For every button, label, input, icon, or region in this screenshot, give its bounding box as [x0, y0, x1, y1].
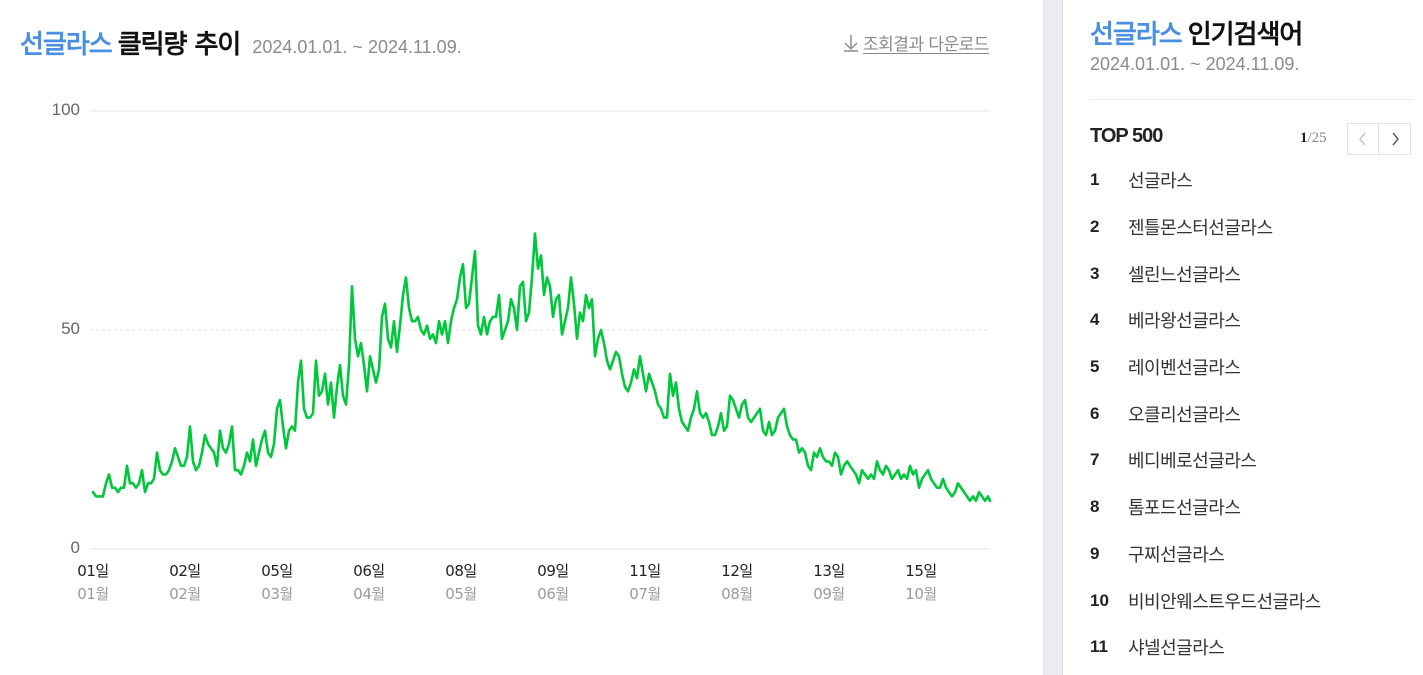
- y-tick-100: 100: [51, 100, 80, 119]
- keyword-rank: 5: [1090, 357, 1100, 377]
- keyword-name[interactable]: 베라왕선글라스: [1128, 311, 1241, 333]
- x-tick: 13일 09월: [799, 560, 859, 604]
- x-tick-day: 02일: [169, 562, 201, 580]
- x-tick-day: 05일: [261, 562, 293, 580]
- keyword-name[interactable]: 베디베로선글라스: [1128, 451, 1257, 473]
- popular-keywords-panel: 선글라스 인기검색어 2024.01.01. ~ 2024.11.09. TOP…: [1063, 0, 1423, 675]
- current-page: 1: [1300, 130, 1308, 146]
- keyword-rank: 10: [1090, 590, 1109, 610]
- line-chart: 100 50 0 01일 01월 02일 02월 05일 03월 06일 04월 08일 05월 0…: [51, 100, 992, 604]
- keyword-item[interactable]: 11 샤넬선글라스: [1090, 624, 1321, 671]
- keyword-item[interactable]: 9 구찌선글라스: [1090, 531, 1321, 578]
- x-tick: 15일 10월: [891, 560, 951, 604]
- x-tick-month: 10월: [905, 585, 937, 603]
- keyword-name[interactable]: 비비안웨스트우드선글라스: [1128, 591, 1321, 613]
- popular-title-text: 인기검색어: [1187, 20, 1304, 50]
- x-tick: 02일 02월: [155, 560, 215, 604]
- x-tick-month: 06월: [537, 585, 569, 603]
- keyword-rank: 8: [1090, 497, 1100, 517]
- keyword-name[interactable]: 선글라스: [1128, 171, 1193, 193]
- chart-canvas: [90, 110, 992, 550]
- keyword-name[interactable]: 구찌선글라스: [1128, 544, 1225, 566]
- popular-keywords-title: 선글라스 인기검색어: [1090, 14, 1304, 51]
- x-tick-day: 09일: [537, 562, 569, 580]
- y-tick-0: 0: [70, 538, 80, 557]
- chart-panel: 선글라스 클릭량 추이 2024.01.01. ~ 2024.11.09. 조회…: [20, 24, 992, 604]
- top-500-label: TOP 500: [1090, 125, 1163, 147]
- keyword-item[interactable]: 5 레이벤선글라스: [1090, 344, 1321, 391]
- keyword-name[interactable]: 샤넬선글라스: [1128, 638, 1225, 660]
- chevron-right-icon: [1391, 132, 1399, 146]
- keyword-item[interactable]: 1 선글라스: [1090, 157, 1321, 204]
- x-tick-month: 05월: [445, 585, 477, 603]
- download-label: 조회결과 다운로드: [862, 35, 990, 55]
- download-results-link[interactable]: 조회결과 다운로드: [843, 30, 990, 55]
- keyword-item[interactable]: 10 비비안웨스트우드선글라스: [1090, 577, 1321, 624]
- x-tick-month: 03월: [261, 585, 293, 603]
- keyword-name[interactable]: 셀린느선글라스: [1128, 264, 1241, 286]
- keyword-item[interactable]: 2 젠틀몬스터선글라스: [1090, 204, 1321, 251]
- keyword-rank: 7: [1090, 450, 1100, 470]
- keyword-list: 1 선글라스 2 젠틀몬스터선글라스 3 셀린느선글라스 4 베라왕선글라스 5 레이벤선…: [1090, 157, 1321, 671]
- keyword-rank: 2: [1090, 217, 1100, 237]
- x-tick-day: 15일: [905, 562, 937, 580]
- keyword-rank: 1: [1090, 170, 1100, 190]
- x-tick-day: 01일: [77, 562, 109, 580]
- chart-title: 선글라스 클릭량 추이 2024.01.01. ~ 2024.11.09.: [20, 24, 462, 60]
- keyword-item[interactable]: 7 베디베로선글라스: [1090, 437, 1321, 484]
- x-tick: 08일 05월: [431, 560, 491, 604]
- x-tick: 09일 06월: [523, 560, 583, 604]
- x-tick-month: 08월: [721, 585, 753, 603]
- x-tick-month: 01월: [77, 585, 109, 603]
- x-tick: 11일 07월: [615, 560, 675, 604]
- keyword-name[interactable]: 레이벤선글라스: [1128, 358, 1241, 380]
- keyword-rank: 6: [1090, 403, 1100, 423]
- download-icon: [843, 34, 858, 52]
- x-tick: 06일 04월: [339, 560, 399, 604]
- x-tick-day: 06일: [353, 562, 385, 580]
- x-tick: 05일 03월: [247, 560, 307, 604]
- keyword-name[interactable]: 젠틀몬스터선글라스: [1128, 218, 1273, 240]
- x-tick-day: 11일: [629, 562, 661, 580]
- x-tick-month: 09월: [813, 585, 845, 603]
- x-tick-day: 12일: [721, 562, 753, 580]
- x-tick-month: 04월: [353, 585, 385, 603]
- x-tick-day: 13일: [813, 562, 845, 580]
- x-tick-month: 07월: [629, 585, 661, 603]
- total-pages: /25: [1307, 130, 1327, 146]
- keyword-item[interactable]: 6 오클리선글라스: [1090, 390, 1321, 437]
- popular-date-range: 2024.01.01. ~ 2024.11.09.: [1090, 54, 1300, 74]
- panel-divider: [1043, 0, 1063, 675]
- keyword-rank: 3: [1090, 263, 1100, 283]
- keyword-name[interactable]: 톰포드선글라스: [1128, 498, 1241, 520]
- x-tick: 12일 08월: [707, 560, 767, 604]
- y-tick-50: 50: [61, 319, 80, 338]
- prev-page-button[interactable]: [1347, 123, 1379, 155]
- chart-date-range: 2024.01.01. ~ 2024.11.09.: [252, 37, 462, 57]
- keyword-rank: 9: [1090, 543, 1100, 563]
- keyword-rank: 11: [1090, 637, 1108, 657]
- popular-title-keyword: 선글라스: [1090, 20, 1183, 50]
- keyword-item[interactable]: 3 셀린느선글라스: [1090, 250, 1321, 297]
- chart-title-text: 클릭량 추이: [117, 30, 242, 60]
- chart-title-keyword: 선글라스: [20, 30, 113, 60]
- chevron-left-icon: [1359, 132, 1366, 146]
- keyword-item[interactable]: 8 톰포드선글라스: [1090, 484, 1321, 531]
- x-tick: 01일 01월: [63, 560, 123, 604]
- x-tick-month: 02월: [169, 585, 201, 603]
- keyword-rank: 4: [1090, 310, 1100, 330]
- pager-buttons: [1347, 123, 1411, 155]
- keyword-item[interactable]: 4 베라왕선글라스: [1090, 297, 1321, 344]
- keyword-name[interactable]: 오클리선글라스: [1128, 404, 1241, 426]
- page-indicator: 1/25: [1300, 130, 1327, 147]
- click-trend-line: [91, 232, 992, 503]
- next-page-button[interactable]: [1379, 123, 1411, 155]
- divider-line: [1090, 99, 1413, 100]
- x-tick-day: 08일: [445, 562, 477, 580]
